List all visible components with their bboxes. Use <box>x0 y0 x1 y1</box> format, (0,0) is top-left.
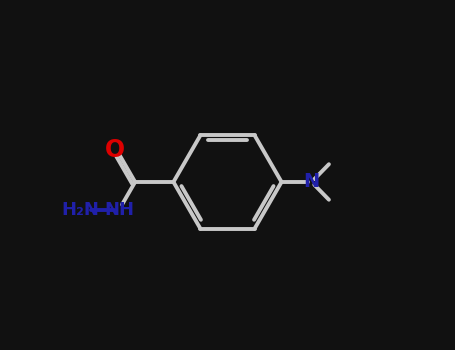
Text: O: O <box>105 138 125 162</box>
Text: N: N <box>303 173 319 191</box>
Text: H₂N: H₂N <box>61 201 99 219</box>
Text: NH: NH <box>104 201 134 219</box>
